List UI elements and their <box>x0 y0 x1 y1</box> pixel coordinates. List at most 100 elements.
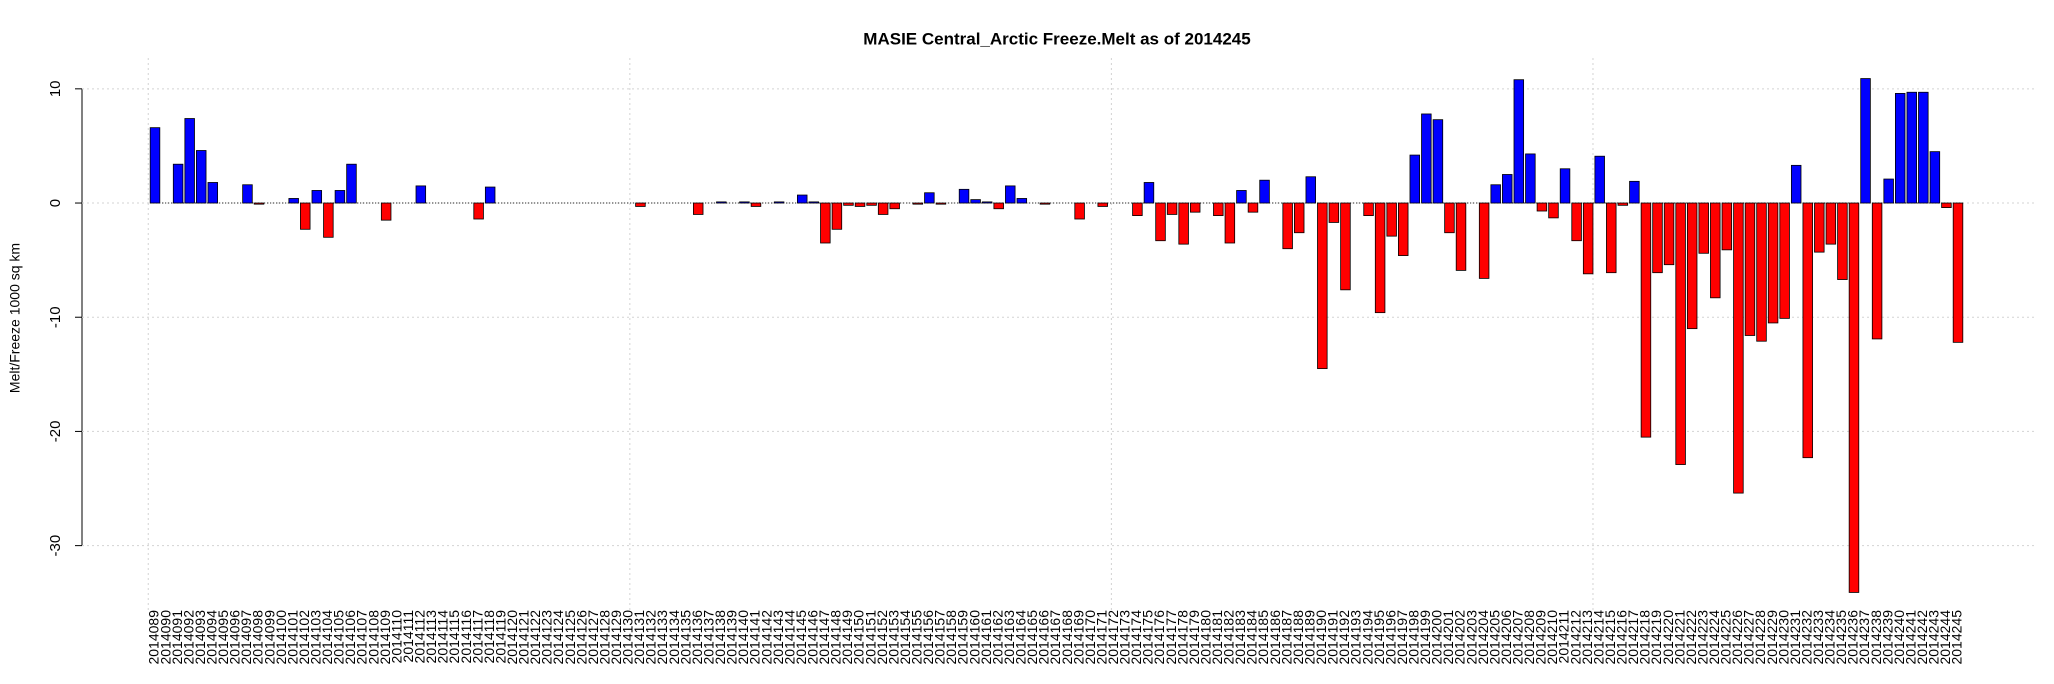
x-tick-label: 2014210 <box>1544 610 1560 665</box>
bar <box>1166 202 1178 215</box>
bar <box>1744 202 1756 336</box>
bar <box>1767 202 1779 324</box>
x-tick-label: 2014237 <box>1856 610 1872 665</box>
bar <box>912 202 924 205</box>
bar <box>484 186 496 204</box>
x-tick-label: 2014106 <box>342 610 358 665</box>
x-tick-label: 2014186 <box>1267 610 1283 665</box>
bar <box>750 202 762 207</box>
x-tick-label: 2014200 <box>1429 610 1445 665</box>
bar <box>346 163 357 204</box>
bar <box>1016 198 1028 204</box>
x-tick-label: 2014206 <box>1498 610 1514 665</box>
x-tick-label: 2014241 <box>1902 610 1918 665</box>
x-tick-label: 2014180 <box>1197 610 1213 665</box>
bar <box>1386 202 1397 237</box>
bar <box>1559 168 1571 204</box>
x-tick-label: 2014223 <box>1694 610 1710 665</box>
x-tick-label: 2014173 <box>1117 610 1133 665</box>
bar <box>1675 202 1686 465</box>
x-tick-label: 2014164 <box>1013 610 1029 665</box>
bar <box>1513 79 1525 204</box>
x-tick-label: 2014174 <box>1128 610 1144 665</box>
bar <box>1236 190 1247 204</box>
bar <box>854 202 866 207</box>
bar <box>311 190 323 204</box>
y-tick-label: 0 <box>47 199 64 207</box>
bar <box>1756 202 1767 342</box>
bar <box>1548 202 1559 219</box>
x-tick-label: 2014227 <box>1741 610 1757 665</box>
bar <box>1721 202 1733 251</box>
x-tick-label: 2014154 <box>897 610 913 665</box>
x-tick-label: 2014245 <box>1949 610 1965 665</box>
x-tick-label: 2014092 <box>180 610 196 665</box>
bar <box>1918 91 1929 204</box>
x-tick-label: 2014128 <box>596 610 612 665</box>
bar <box>692 202 704 215</box>
x-tick-label: 2014093 <box>192 610 208 665</box>
x-tick-label: 2014171 <box>1093 610 1109 665</box>
x-tick-label: 2014178 <box>1174 610 1190 665</box>
bar <box>1340 202 1351 291</box>
x-tick-label: 2014179 <box>1186 610 1202 665</box>
x-tick-label: 2014232 <box>1798 610 1814 665</box>
x-tick-label: 2014122 <box>527 610 543 665</box>
x-tick-label: 2014240 <box>1891 610 1907 665</box>
bar <box>1293 202 1305 234</box>
bar <box>935 202 947 205</box>
x-tick-label: 2014113 <box>423 610 439 664</box>
x-tick-label: 2014141 <box>747 610 763 665</box>
x-tick-label: 2014209 <box>1533 610 1549 665</box>
bar <box>1571 202 1582 242</box>
bar <box>1305 176 1316 204</box>
y-tick-label: -30 <box>47 535 64 557</box>
bar <box>1432 119 1444 204</box>
bar <box>288 198 299 204</box>
x-tick-label: 2014181 <box>1209 610 1225 665</box>
x-tick-label: 2014195 <box>1371 610 1387 665</box>
x-tick-label: 2014107 <box>354 610 370 665</box>
bar <box>207 182 219 204</box>
x-tick-label: 2014213 <box>1579 610 1595 665</box>
x-tick-label: 2014243 <box>1926 610 1942 665</box>
x-tick-label: 2014230 <box>1775 610 1791 665</box>
x-tick-label: 2014238 <box>1868 610 1884 665</box>
x-tick-label: 2014102 <box>296 610 312 665</box>
x-tick-label: 2014091 <box>169 610 185 665</box>
bar <box>1143 182 1155 204</box>
x-tick-label: 2014231 <box>1787 610 1803 665</box>
x-tick-label: 2014157 <box>932 610 948 665</box>
bar <box>1779 202 1790 319</box>
x-tick-label: 2014203 <box>1463 610 1479 665</box>
x-tick-label: 2014244 <box>1937 610 1953 665</box>
x-tick-label: 2014101 <box>284 610 300 665</box>
x-tick-label: 2014156 <box>920 610 936 665</box>
x-tick-label: 2014097 <box>238 610 254 665</box>
x-tick-label: 2014242 <box>1914 610 1930 665</box>
x-tick-label: 2014166 <box>1036 610 1052 665</box>
bar <box>1374 202 1386 314</box>
x-tick-label: 2014215 <box>1602 610 1618 665</box>
x-tick-label: 2014170 <box>1082 610 1098 665</box>
bar <box>1606 202 1617 274</box>
bar <box>970 199 981 204</box>
x-tick-label: 2014099 <box>261 610 277 665</box>
x-tick-label: 2014205 <box>1486 610 1502 665</box>
bar <box>1825 202 1837 245</box>
x-tick-label: 2014145 <box>793 610 809 665</box>
bar <box>1178 202 1189 245</box>
x-tick-label: 2014115 <box>446 610 462 664</box>
x-tick-label: 2014120 <box>504 610 520 665</box>
bar <box>889 202 900 210</box>
x-tick-label: 2014129 <box>608 610 624 665</box>
bar <box>1189 202 1201 213</box>
x-tick-label: 2014176 <box>1151 610 1167 665</box>
bar <box>1906 91 1917 204</box>
x-tick-label: 2014220 <box>1660 610 1676 665</box>
bar <box>1097 202 1108 207</box>
x-tick-label: 2014185 <box>1255 610 1271 665</box>
bar <box>1444 202 1455 234</box>
bar <box>184 118 195 204</box>
x-tick-label: 2014108 <box>365 610 381 665</box>
